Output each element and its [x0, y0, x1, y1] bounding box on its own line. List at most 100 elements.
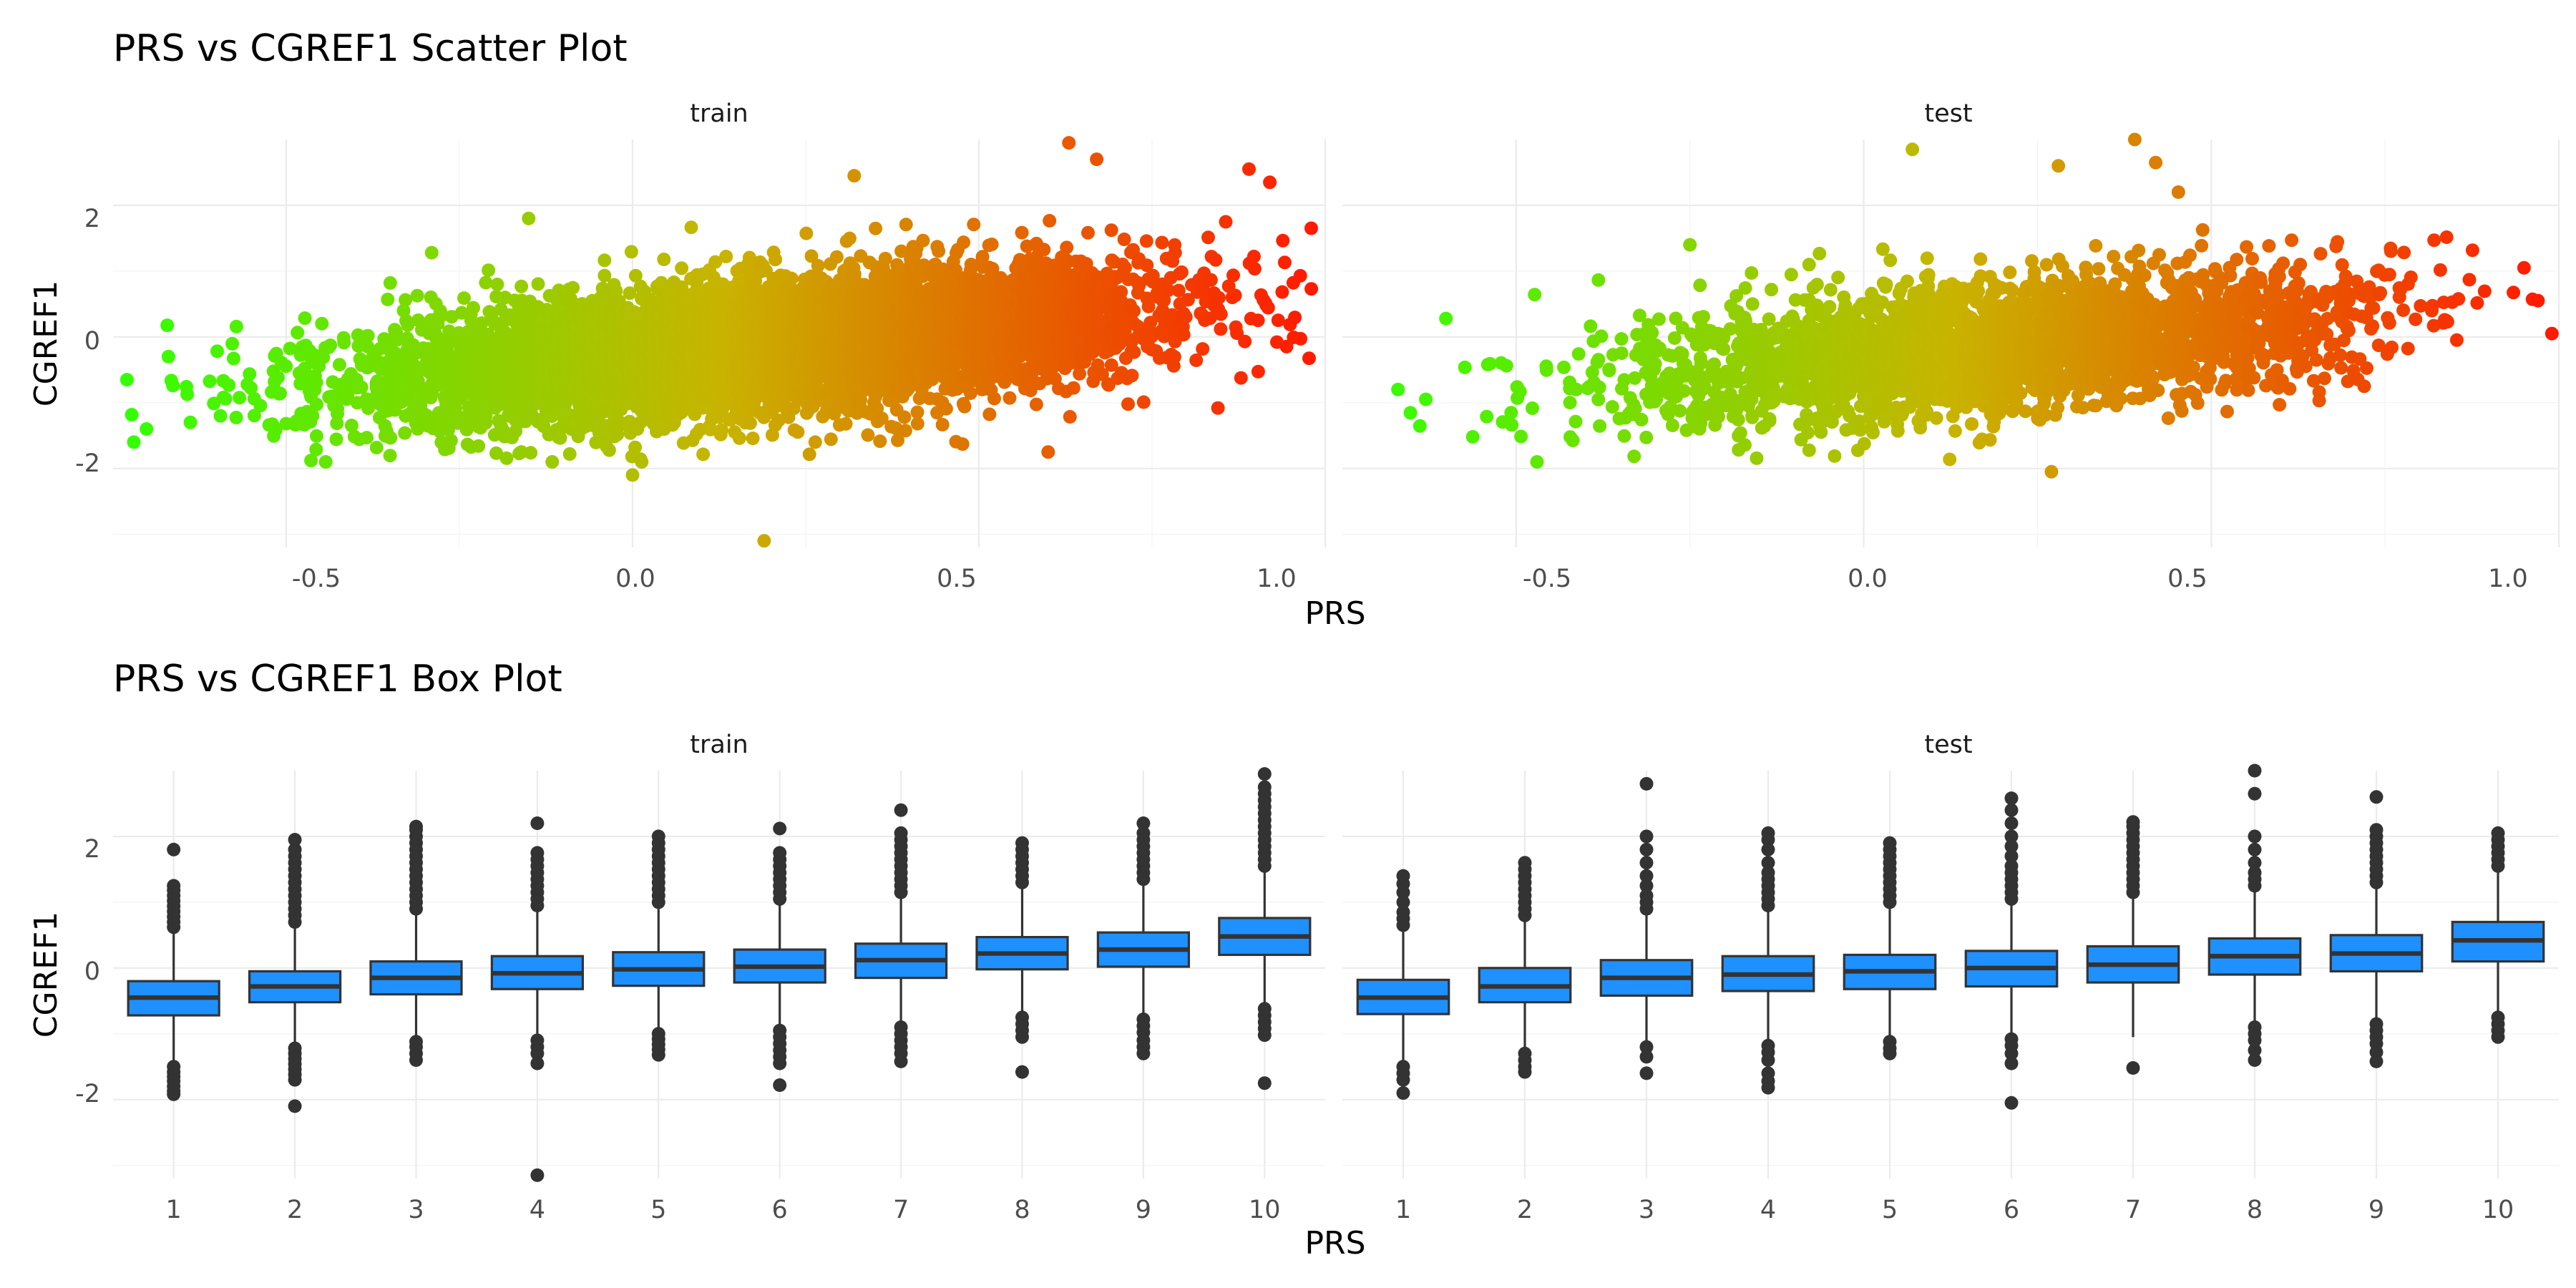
- scatter-point: [229, 411, 243, 424]
- scatter-point: [247, 409, 261, 423]
- scatter-point: [218, 391, 233, 406]
- scatter-point: [625, 468, 640, 482]
- scatter-point: [279, 359, 293, 374]
- scatter-point: [489, 446, 503, 460]
- scatter-point: [268, 423, 283, 437]
- scatter-point: [842, 231, 857, 245]
- scatter-point: [331, 401, 345, 416]
- scatter-point: [799, 226, 814, 240]
- scatter-point: [657, 253, 671, 266]
- scatter-point: [424, 245, 439, 260]
- scatter-point: [203, 374, 217, 389]
- scatter-point: [401, 318, 415, 332]
- scatter-point: [482, 263, 496, 278]
- scatter-point: [444, 434, 458, 448]
- scatter-point: [811, 258, 825, 273]
- scatter-point: [791, 425, 805, 439]
- scatter-point: [160, 318, 175, 333]
- scatter-point: [127, 435, 141, 449]
- scatter-point: [847, 169, 862, 183]
- scatter-point: [323, 338, 338, 352]
- scatter-point: [861, 428, 875, 442]
- scatter-point: [628, 440, 643, 454]
- scatter-point: [869, 221, 883, 235]
- scatter-point: [524, 446, 538, 460]
- scatter-point: [602, 443, 616, 457]
- scatter-point: [410, 288, 424, 303]
- scatter-point: [479, 275, 493, 290]
- scatter-point: [696, 447, 711, 462]
- scatter-point: [229, 319, 243, 333]
- scatter-point: [298, 311, 312, 326]
- scatter-point: [222, 378, 236, 392]
- scatter-point: [743, 416, 757, 430]
- scatter-point: [273, 386, 287, 401]
- scatter-point: [457, 291, 471, 306]
- scatter-point: [467, 301, 480, 315]
- scatter-point: [684, 220, 698, 235]
- scatter-point: [624, 245, 638, 259]
- scatter-point: [310, 397, 323, 411]
- scatter-point: [318, 455, 333, 469]
- scatter-point: [522, 211, 536, 225]
- scatter-point: [399, 293, 413, 307]
- scatter-point: [210, 344, 224, 358]
- scatter-point: [490, 278, 504, 291]
- scatter-point: [304, 454, 318, 468]
- scatter-point: [119, 373, 134, 387]
- scatter-point: [361, 328, 375, 343]
- scatter-point: [360, 431, 374, 445]
- scatter-point: [309, 375, 323, 389]
- scatter-point: [227, 351, 240, 366]
- scatter-point: [398, 426, 412, 440]
- scatter-title: PRS vs CGREF1 Scatter Plot: [113, 27, 628, 70]
- scatter-point: [769, 253, 783, 267]
- scatter-point: [675, 261, 689, 275]
- scatter-point: [566, 280, 580, 295]
- scatter-point: [746, 431, 760, 446]
- scatter-point: [474, 316, 489, 330]
- scatter-point: [383, 275, 397, 290]
- scatter-point: [329, 432, 343, 447]
- scatter-point: [802, 447, 816, 462]
- scatter-point: [243, 367, 257, 381]
- scatter-facet-label-train: train: [690, 99, 748, 128]
- scatter-point: [383, 449, 397, 463]
- scatter-point: [244, 381, 258, 395]
- scatter-point: [873, 434, 887, 449]
- scatter-point: [732, 431, 746, 445]
- scatter-point: [166, 379, 180, 393]
- scatter-point: [384, 431, 398, 445]
- scatter-point: [306, 409, 320, 423]
- scatter-point: [180, 387, 195, 401]
- scatter-point: [545, 455, 560, 469]
- scatter-point: [472, 439, 486, 453]
- scatter-facet-label-test: test: [1924, 99, 1972, 128]
- scatter-point: [309, 429, 323, 443]
- scatter-point: [291, 326, 305, 340]
- scatter-point: [808, 435, 822, 449]
- scatter-point: [369, 441, 384, 454]
- scatter-point: [309, 442, 323, 457]
- scatter-point: [719, 250, 733, 263]
- scatter-point: [225, 336, 240, 351]
- scatter-point: [315, 316, 329, 331]
- scatter-point: [499, 451, 514, 465]
- scatter-point: [635, 455, 649, 469]
- scatter-point: [449, 401, 462, 416]
- scatter-point: [553, 431, 567, 445]
- scatter-point: [271, 370, 285, 384]
- scatter-point: [597, 253, 612, 268]
- scatter-point: [829, 250, 844, 264]
- scatter-point: [757, 534, 771, 548]
- scatter-point: [441, 423, 455, 437]
- scatter-point: [332, 358, 346, 372]
- scatter-point: [283, 341, 297, 356]
- scatter-point: [344, 419, 358, 433]
- scatter-point: [354, 380, 369, 394]
- scatter-point: [253, 399, 268, 413]
- scatter-point: [183, 415, 197, 429]
- scatter-points-train: [119, 136, 1319, 548]
- scatter-point: [233, 391, 247, 405]
